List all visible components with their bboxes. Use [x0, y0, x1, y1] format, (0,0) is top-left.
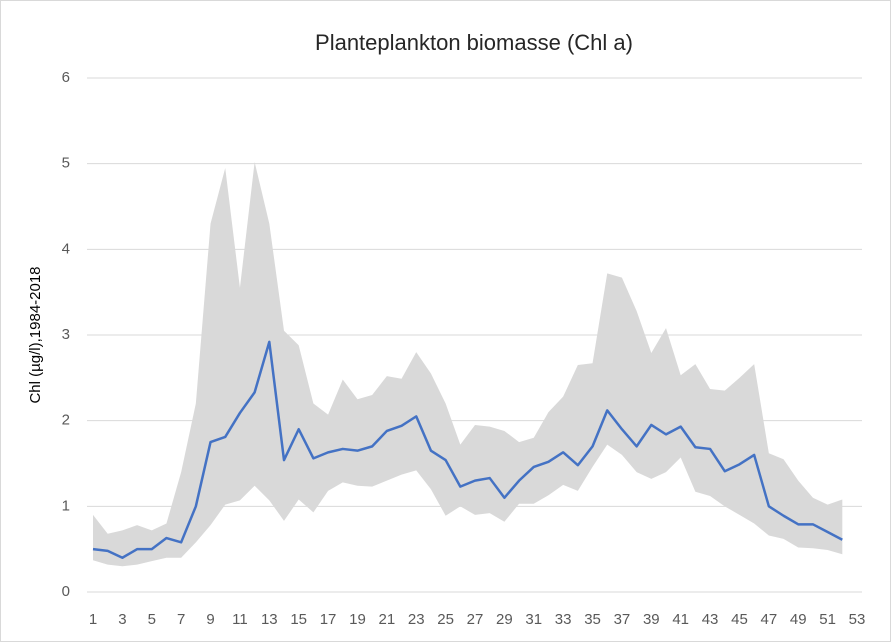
- chart-title: Planteplankton biomasse (Chl a): [315, 30, 633, 55]
- x-tick-label: 23: [408, 611, 425, 628]
- x-tick-label: 17: [320, 611, 337, 628]
- y-tick-label: 5: [62, 155, 70, 172]
- x-tick-label: 21: [379, 611, 396, 628]
- x-tick-label: 43: [702, 611, 719, 628]
- x-tick-label: 7: [177, 611, 185, 628]
- y-axis-title: Chl (µg/l),1984-2018: [27, 266, 44, 403]
- x-tick-label: 9: [206, 611, 214, 628]
- x-tick-label: 13: [261, 611, 278, 628]
- x-tick-label: 47: [761, 611, 778, 628]
- x-tick-label: 41: [672, 611, 689, 628]
- y-tick-label: 1: [62, 497, 70, 514]
- x-tick-label: 37: [614, 611, 631, 628]
- x-tick-label: 27: [467, 611, 484, 628]
- x-tick-label: 25: [437, 611, 454, 628]
- x-tick-label: 33: [555, 611, 572, 628]
- x-tick-label: 19: [349, 611, 366, 628]
- x-tick-label: 3: [118, 611, 126, 628]
- x-tick-label: 29: [496, 611, 513, 628]
- x-tick-label: 45: [731, 611, 748, 628]
- x-tick-label: 5: [148, 611, 156, 628]
- y-tick-label: 3: [62, 326, 70, 343]
- x-tick-label: 49: [790, 611, 807, 628]
- x-tick-label: 1: [89, 611, 97, 628]
- line-series: [92, 340, 843, 559]
- y-tick-label: 6: [62, 69, 70, 86]
- x-tick-label: 35: [584, 611, 601, 628]
- plot-area: [92, 161, 843, 567]
- range-band: [93, 161, 843, 567]
- x-tick-label: 11: [232, 611, 248, 628]
- x-tick-label: 31: [525, 611, 542, 628]
- x-tick-label: 39: [643, 611, 660, 628]
- y-tick-label: 0: [62, 583, 70, 600]
- y-tick-label: 2: [62, 412, 70, 429]
- y-tick-label: 4: [62, 240, 70, 257]
- x-tick-label: 15: [290, 611, 307, 628]
- x-tick-label: 53: [849, 611, 866, 628]
- x-tick-label: 51: [819, 611, 836, 628]
